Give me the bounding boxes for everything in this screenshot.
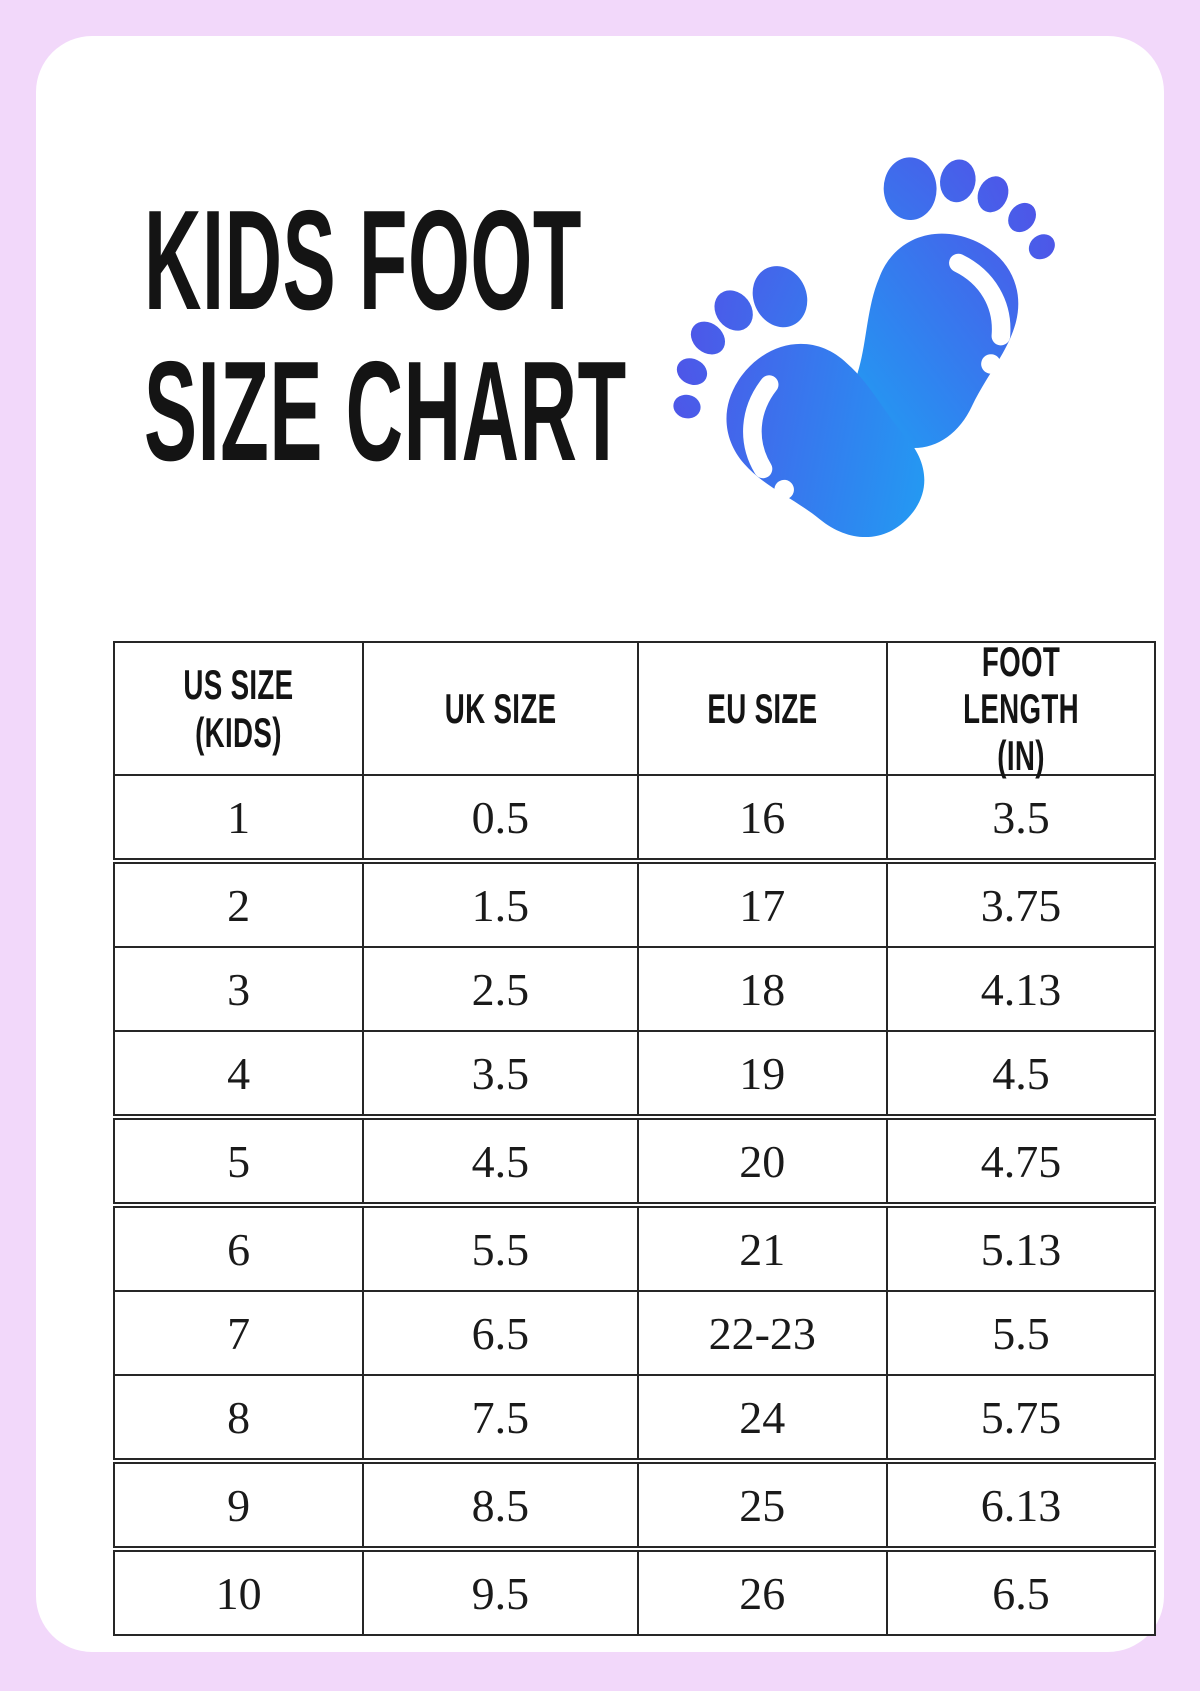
table-group: 5 4.5 20 4.75 — [113, 1118, 1156, 1204]
column-header-label: US SIZE (KIDS) — [183, 661, 294, 756]
table-group: 10 9.5 26 6.5 — [113, 1550, 1156, 1636]
table-cell: 9 — [227, 1479, 251, 1531]
column-header-label: EU SIZE — [707, 684, 818, 732]
table-group: 9 8.5 25 6.13 — [113, 1462, 1156, 1548]
table-cell: 8.5 — [362, 1464, 636, 1546]
column-header-eu-size: EU SIZE — [636, 643, 886, 774]
table-cell: 19 — [636, 1032, 886, 1114]
table-cell: 2.5 — [362, 948, 636, 1030]
table-cell: 4.5 — [362, 1120, 636, 1202]
table-row: 9 8.5 25 6.13 — [115, 1464, 1154, 1546]
column-header-uk-size: UK SIZE — [362, 643, 636, 774]
table-cell: 1.5 — [362, 864, 636, 946]
poster-card: KIDS FOOT SIZE CHART — [36, 36, 1164, 1652]
table-cell: 5.5 — [362, 1208, 636, 1290]
table-cell: 22-23 — [636, 1292, 886, 1374]
table-cell: 20 — [636, 1120, 886, 1202]
table-cell: 17 — [636, 864, 886, 946]
table-cell: 9.5 — [362, 1552, 636, 1634]
table-group: 6 5.5 21 5.13 7 6.5 22-23 5.5 8 7.5 24 5… — [113, 1206, 1156, 1460]
table-cell: 6.5 — [885, 1552, 1154, 1634]
table-row: 4 3.5 19 4.5 — [115, 1030, 1154, 1114]
table-cell: 16 — [636, 776, 886, 858]
table-row: 10 9.5 26 6.5 — [115, 1552, 1154, 1634]
table-row: 7 6.5 22-23 5.5 — [115, 1290, 1154, 1374]
table-cell: 25 — [636, 1464, 886, 1546]
table-cell: 10 — [215, 1567, 262, 1619]
table-group: 2 1.5 17 3.75 3 2.5 18 4.13 4 3.5 19 4.5 — [113, 862, 1156, 1116]
table-cell: 5.13 — [885, 1208, 1154, 1290]
table-cell: 3.75 — [885, 864, 1154, 946]
table-header-row: US SIZE (KIDS) UK SIZE EU SIZE FOOT LENG… — [115, 638, 1154, 779]
table-cell: 5.75 — [885, 1376, 1154, 1458]
table-row: 5 4.5 20 4.75 — [115, 1120, 1154, 1202]
footprint-left — [673, 266, 925, 538]
table-cell: 5.5 — [885, 1292, 1154, 1374]
table-cell: 4.13 — [885, 948, 1154, 1030]
table-cell: 7 — [227, 1307, 251, 1359]
table-cell: 3.5 — [362, 1032, 636, 1114]
table-cell: 18 — [636, 948, 886, 1030]
table-cell: 6.5 — [362, 1292, 636, 1374]
page-title: KIDS FOOT SIZE CHART — [144, 181, 627, 491]
table-cell: 8 — [227, 1391, 251, 1443]
table-row: 3 2.5 18 4.13 — [115, 946, 1154, 1030]
column-header-foot-length: FOOT LENGTH (IN) — [885, 638, 1154, 779]
table-cell: 4 — [227, 1047, 251, 1099]
column-header-label: FOOT LENGTH (IN) — [962, 637, 1079, 780]
baby-footprints-icon — [673, 157, 1055, 538]
table-cell: 24 — [636, 1376, 886, 1458]
table-cell: 7.5 — [362, 1376, 636, 1458]
table-row: 2 1.5 17 3.75 — [115, 864, 1154, 946]
table-cell: 4.5 — [885, 1032, 1154, 1114]
table-group: US SIZE (KIDS) UK SIZE EU SIZE FOOT LENG… — [113, 638, 1156, 860]
table-cell: 3.5 — [885, 776, 1154, 858]
table-cell: 6.13 — [885, 1464, 1154, 1546]
table-cell: 1 — [227, 791, 251, 843]
table-row: 8 7.5 24 5.75 — [115, 1374, 1154, 1458]
table-row: 1 0.5 16 3.5 — [115, 774, 1154, 858]
table-cell: 2 — [227, 879, 251, 931]
table-cell: 6 — [227, 1223, 251, 1275]
size-table: US SIZE (KIDS) UK SIZE EU SIZE FOOT LENG… — [113, 638, 1156, 1636]
table-cell: 21 — [636, 1208, 886, 1290]
footprint-right — [855, 157, 1055, 448]
table-cell: 3 — [227, 963, 251, 1015]
column-header-us-size: US SIZE (KIDS) — [115, 643, 362, 774]
column-header-label: UK SIZE — [444, 684, 557, 732]
table-cell: 26 — [636, 1552, 886, 1634]
table-row: 6 5.5 21 5.13 — [115, 1208, 1154, 1290]
table-cell: 0.5 — [362, 776, 636, 858]
table-cell: 5 — [227, 1135, 251, 1187]
table-cell: 4.75 — [885, 1120, 1154, 1202]
